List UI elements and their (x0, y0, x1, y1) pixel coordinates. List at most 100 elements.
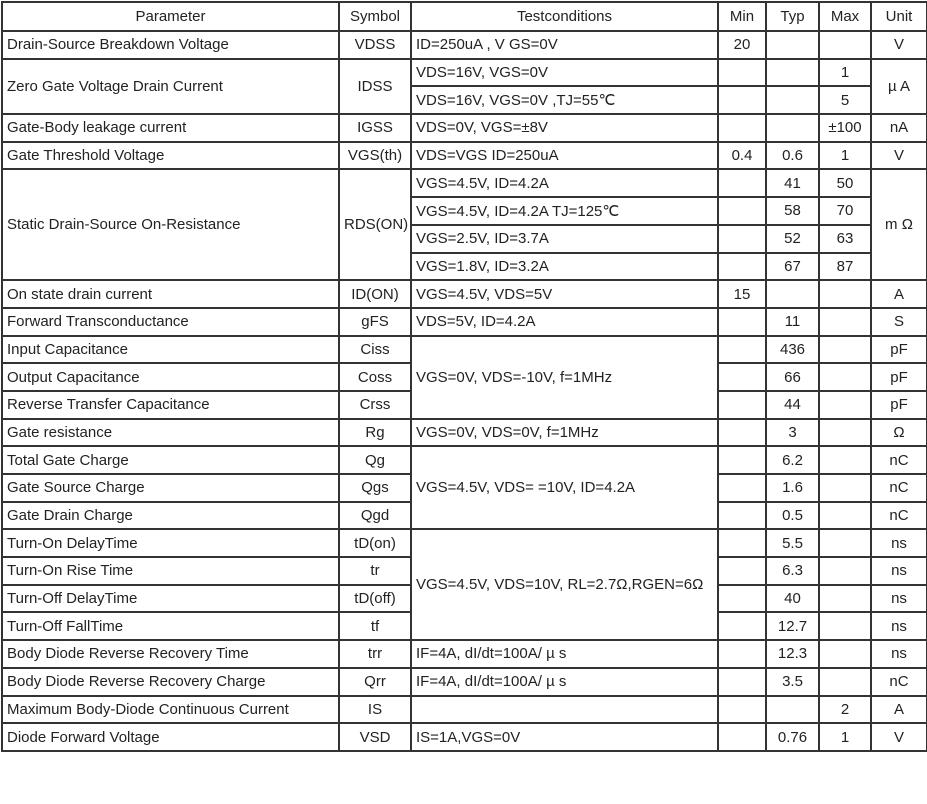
min-cell (717, 362, 767, 392)
table-row: Body Diode Reverse Recovery Time trr IF=4A… (1, 639, 927, 669)
typ-cell (765, 85, 820, 116)
parameter-cell: Gate Threshold Voltage (1, 140, 340, 171)
table-row: Forward Transconductance gFS VDS=5V, ID=4.… (1, 306, 927, 337)
max-cell: 2 (818, 694, 872, 725)
table-body: Drain-Source Breakdown Voltage VDSS ID=250… (1, 30, 927, 752)
table-row: Zero Gate Voltage Drain Current IDSS VDS=1… (1, 57, 927, 116)
table-row: Input Capacitance Ciss VGS=0V, VDS=-10V, f… (1, 334, 927, 420)
unit-cell: nC (870, 500, 927, 531)
table-row: VGS=2.5V, ID=3.7A 52 63 (2, 223, 927, 254)
typ-cell: 5.5 (765, 528, 820, 559)
test-condition-cell: VGS=0V, VDS=0V, f=1MHz (410, 417, 719, 448)
test-condition-cell: VDS=5V, ID=4.2A (410, 306, 719, 337)
symbol-cell: tD(on) (338, 528, 412, 559)
max-cell: 1 (818, 57, 872, 88)
typ-cell: 67 (765, 251, 820, 282)
parameter-cell: Gate Drain Charge (1, 500, 340, 531)
typ-cell: 436 (765, 334, 820, 365)
parameter-cell: Static Drain-Source On-Resistance (1, 168, 340, 282)
table-row: Turn-Off DelayTime tD(off) 40 ns (1, 583, 927, 614)
table-row: Gate Threshold Voltage VGS(th) VDS=VGS ID=… (1, 140, 927, 171)
unit-cell: ns (870, 583, 927, 614)
max-cell (818, 583, 872, 614)
symbol-cell: VDSS (338, 30, 412, 60)
unit-cell: V (870, 30, 927, 60)
table-row: Gate Drain Charge Qgd 0.5 nC (1, 500, 927, 531)
parameter-cell: On state drain current (1, 279, 340, 309)
unit-cell: pF (870, 389, 927, 420)
unit-cell: A (870, 279, 927, 309)
table-row: Turn-On DelayTime tD(on) VGS=4.5V, VDS=10V… (1, 528, 927, 642)
max-cell: 87 (818, 251, 872, 282)
min-cell (717, 113, 767, 143)
unit-cell: pF (870, 362, 927, 392)
symbol-cell: VGS(th) (338, 140, 412, 171)
min-cell (717, 611, 767, 642)
parameter-cell: Total Gate Charge (1, 445, 340, 475)
max-cell (818, 611, 872, 642)
test-condition-cell: VGS=4.5V, VDS=10V, RL=2.7Ω,RGEN=6Ω (410, 528, 719, 642)
header-min: Min (717, 1, 767, 32)
header-testconditions: Testconditions (410, 1, 719, 32)
unit-cell: ns (870, 639, 927, 669)
min-cell (717, 722, 767, 752)
table-row: Gate resistance Rg VGS=0V, VDS=0V, f=1MHz 3… (1, 417, 927, 448)
parameter-cell: Turn-On DelayTime (1, 528, 340, 559)
symbol-cell: tD(off) (338, 583, 412, 614)
max-cell (818, 306, 872, 337)
parameter-cell: Maximum Body-Diode Continuous Current (1, 694, 340, 725)
max-cell (818, 279, 872, 309)
table-row: Turn-Off FallTime tf 12.7 ns (1, 611, 927, 642)
typ-cell: 52 (765, 223, 820, 254)
unit-cell: S (870, 306, 927, 337)
unit-cell: nC (870, 666, 927, 697)
symbol-cell: trr (338, 639, 412, 669)
min-cell (717, 389, 767, 420)
symbol-cell: tf (338, 611, 412, 642)
typ-cell: 44 (765, 389, 820, 420)
symbol-cell: Qgs (338, 473, 412, 503)
parameter-cell: Reverse Transfer Capacitance (1, 389, 340, 420)
symbol-cell: RDS(ON) (338, 168, 412, 282)
parameter-cell: Forward Transconductance (1, 306, 340, 337)
max-cell (818, 666, 872, 697)
max-cell (818, 500, 872, 531)
parameter-cell: Diode Forward Voltage (1, 722, 340, 752)
typ-cell (765, 30, 820, 60)
parameter-cell: Gate resistance (1, 417, 340, 448)
symbol-cell: Crss (338, 389, 412, 420)
unit-cell: ns (870, 556, 927, 586)
header-max: Max (818, 1, 872, 32)
test-condition-cell: VDS=VGS ID=250uA (410, 140, 719, 171)
typ-cell: 0.5 (765, 500, 820, 531)
typ-cell: 12.7 (765, 611, 820, 642)
typ-cell: 6.2 (765, 445, 820, 475)
table-row: VDS=16V, VGS=0V ,TJ=55℃ 5 (2, 85, 927, 116)
typ-cell: 3.5 (765, 666, 820, 697)
max-cell: 1 (818, 140, 872, 171)
unit-cell: nC (870, 445, 927, 475)
unit-cell: Ω (870, 417, 927, 448)
typ-cell: 40 (765, 583, 820, 614)
symbol-cell: Qrr (338, 666, 412, 697)
parameter-cell: Turn-Off FallTime (1, 611, 340, 642)
max-cell (818, 30, 872, 60)
min-cell (717, 223, 767, 254)
header-typ: Typ (765, 1, 820, 32)
table-row: Gate Source Charge Qgs 1.6 nC (1, 473, 927, 503)
unit-cell: µ A (870, 57, 927, 116)
test-condition-cell: IS=1A,VGS=0V (410, 722, 719, 752)
min-cell (717, 251, 767, 282)
min-cell (717, 85, 767, 116)
typ-cell: 0.6 (765, 140, 820, 171)
typ-cell: 66 (765, 362, 820, 392)
min-cell (717, 306, 767, 337)
max-cell (818, 334, 872, 365)
typ-cell (765, 694, 820, 725)
header-parameter: Parameter (1, 1, 340, 32)
parameter-cell: Gate-Body leakage current (1, 113, 340, 143)
min-cell (717, 528, 767, 559)
table-row: Output Capacitance Coss 66 pF (1, 362, 927, 392)
min-cell (717, 334, 767, 365)
max-cell (818, 473, 872, 503)
